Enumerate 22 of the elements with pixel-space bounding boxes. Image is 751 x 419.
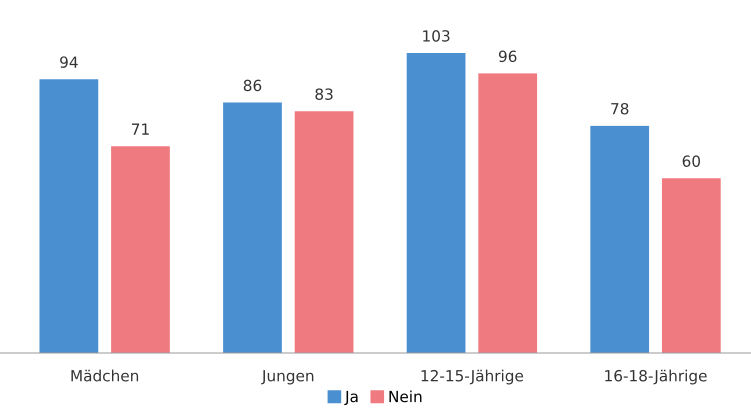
data-label: 78 bbox=[611, 102, 628, 115]
legend-label: Nein bbox=[389, 390, 422, 402]
bar bbox=[590, 126, 650, 353]
bar bbox=[111, 146, 170, 353]
bar bbox=[662, 178, 721, 353]
bar bbox=[478, 73, 538, 353]
data-label: 71 bbox=[132, 124, 149, 135]
bar bbox=[223, 102, 282, 353]
data-label: 86 bbox=[244, 80, 262, 92]
x-tick-label: 16-18-Jährige bbox=[605, 370, 707, 384]
x-tick-label: 12-15-Jährige bbox=[422, 370, 524, 384]
bar bbox=[39, 79, 98, 353]
data-label: 103 bbox=[423, 30, 450, 42]
bar bbox=[294, 111, 354, 353]
x-tick-label: Mädchen bbox=[71, 370, 138, 382]
legend-label: Ja bbox=[344, 390, 358, 406]
data-label: 60 bbox=[682, 155, 700, 167]
x-tick-label: Jungen bbox=[261, 370, 314, 384]
data-label: 96 bbox=[498, 50, 516, 62]
data-label: 83 bbox=[315, 88, 333, 100]
data-label: 94 bbox=[60, 56, 78, 68]
bar bbox=[406, 53, 466, 353]
